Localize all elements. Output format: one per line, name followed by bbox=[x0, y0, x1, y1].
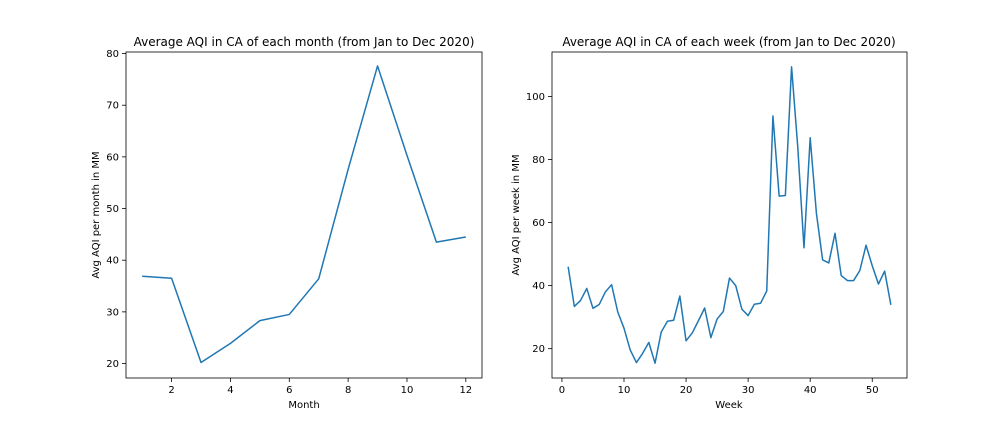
x-axis-label: Month bbox=[288, 400, 319, 411]
plot-frame bbox=[125, 51, 483, 379]
y-tick-label: 100 bbox=[526, 92, 545, 103]
x-tick-group: 0 10 20 30 40 50 bbox=[559, 378, 879, 396]
chart-monthly-aqi: Average AQI in CA of each month (from Ja… bbox=[91, 35, 483, 411]
y-axis-label: Avg AQI per week in MM bbox=[511, 154, 522, 275]
y-tick-label: 60 bbox=[106, 152, 119, 163]
y-tick-group: 20 40 60 80 100 bbox=[526, 92, 552, 355]
y-tick-label: 50 bbox=[106, 204, 119, 215]
x-tick-group: 2 4 6 8 10 12 bbox=[168, 378, 472, 396]
chart-title: Average AQI in CA of each week (from Jan… bbox=[562, 35, 895, 49]
x-axis-label: Week bbox=[715, 400, 743, 411]
x-tick-label: 12 bbox=[459, 385, 472, 396]
chart-title: Average AQI in CA of each month (from Ja… bbox=[134, 35, 475, 49]
y-tick-group: 20 30 40 50 60 70 80 bbox=[106, 49, 126, 370]
series-line bbox=[567, 66, 892, 364]
x-tick-label: 10 bbox=[618, 385, 631, 396]
chart-weekly-aqi: Average AQI in CA of each week (from Jan… bbox=[511, 35, 908, 411]
y-tick-label: 80 bbox=[532, 155, 545, 166]
x-tick-label: 50 bbox=[866, 385, 879, 396]
y-tick-label: 40 bbox=[532, 281, 545, 292]
x-tick-label: 30 bbox=[742, 385, 755, 396]
y-tick-label: 20 bbox=[532, 344, 545, 355]
series-line bbox=[142, 65, 466, 364]
x-tick-label: 4 bbox=[227, 385, 233, 396]
x-tick-label: 10 bbox=[401, 385, 414, 396]
x-tick-label: 0 bbox=[559, 385, 565, 396]
y-tick-label: 70 bbox=[106, 101, 119, 112]
x-tick-label: 40 bbox=[804, 385, 817, 396]
x-tick-label: 20 bbox=[680, 385, 693, 396]
x-tick-label: 6 bbox=[286, 385, 292, 396]
y-axis-label: Avg AQI per month in MM bbox=[91, 151, 102, 278]
x-tick-label: 2 bbox=[168, 385, 174, 396]
y-tick-label: 30 bbox=[106, 307, 119, 318]
y-tick-label: 60 bbox=[532, 218, 545, 229]
y-tick-label: 20 bbox=[106, 359, 119, 370]
x-tick-label: 8 bbox=[345, 385, 351, 396]
plot-frame bbox=[551, 51, 908, 379]
y-tick-label: 80 bbox=[106, 49, 119, 60]
y-tick-label: 40 bbox=[106, 256, 119, 267]
